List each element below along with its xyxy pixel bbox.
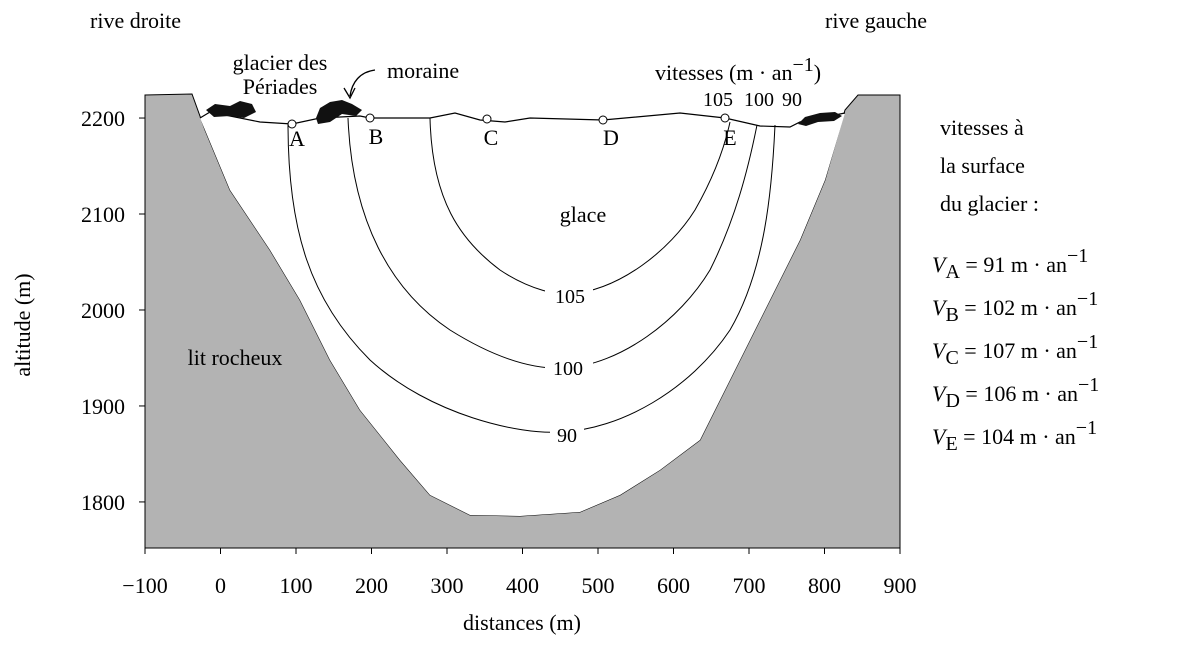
x-tick-label: 900 [884, 573, 917, 598]
x-tick-label: 100 [280, 573, 313, 598]
y-tick-label: 2200 [81, 106, 125, 131]
bank-left: rive droite [90, 8, 181, 33]
x-tick-label: 0 [215, 573, 226, 598]
bedrock-label: lit rocheux [188, 345, 283, 370]
point-label: D [603, 125, 619, 150]
y-tick-label: 2100 [81, 202, 125, 227]
speeds-header-text: vitesses (m · an [655, 60, 792, 85]
glacier-name: glacier des [233, 50, 328, 75]
speed-text: = 106 m · an [960, 381, 1078, 406]
moraine-deposit [206, 101, 256, 118]
speed-text: = 91 m · an [960, 252, 1067, 277]
x-tick-label: 300 [431, 573, 464, 598]
speed-subscript: C [945, 347, 958, 369]
speed-subscript: A [945, 261, 960, 283]
speed-subscript: B [945, 304, 958, 326]
point-label: E [723, 125, 736, 150]
speeds-header-close: ) [814, 60, 821, 85]
x-tick-label: 200 [355, 573, 388, 598]
y-tick-label: 2000 [81, 298, 125, 323]
point-label: B [369, 124, 384, 149]
x-tick-label: 400 [506, 573, 539, 598]
glacier-name: Périades [243, 74, 318, 99]
surface-speeds: VA = 91 m · an−1 VB = 102 m · an−1 VC = 10… [932, 245, 1099, 455]
speed-text: = 107 m · an [959, 338, 1077, 363]
speed-subscript: E [945, 433, 957, 455]
moraine-arrow [344, 70, 375, 98]
x-tick-label: 600 [657, 573, 690, 598]
legend-line: la surface [940, 153, 1025, 178]
x-axis-label: distances (m) [463, 610, 581, 635]
legend-line: vitesses à [940, 115, 1024, 140]
x-tick-label: 700 [733, 573, 766, 598]
diagram: rive droite rive gauche glacier des Péri… [0, 0, 1184, 641]
speed-exponent: −1 [1067, 245, 1088, 267]
moraine-label: moraine [387, 58, 459, 83]
speeds-header-exponent: −1 [792, 54, 813, 76]
point-label: C [484, 125, 499, 150]
contour-label: 105 [555, 286, 585, 308]
y-axis-label: altitude (m) [10, 273, 35, 376]
bank-right: rive gauche [825, 8, 927, 33]
speed-formula: VC = 107 m · an−1 [932, 331, 1098, 369]
contour-label: 90 [557, 425, 577, 447]
speed-exponent: −1 [1077, 288, 1098, 310]
speed-formula: VA = 91 m · an−1 [932, 245, 1088, 283]
speed-formula: VB = 102 m · an−1 [932, 288, 1098, 326]
speed-formula: VD = 106 m · an−1 [932, 374, 1099, 412]
y-tick-label: 1900 [81, 394, 125, 419]
speed-exponent: −1 [1076, 417, 1097, 439]
speed-text: = 104 m · an [958, 424, 1076, 449]
y-tick-label: 1800 [81, 490, 125, 515]
top-contour-label: 90 [782, 89, 802, 111]
legend-line: du glacier : [940, 191, 1039, 216]
point-marker [599, 116, 607, 124]
point-marker [366, 114, 374, 122]
point-marker [721, 114, 729, 122]
contour-label: 100 [553, 358, 583, 380]
top-contour-label: 100 [744, 89, 774, 111]
speed-subscript: D [945, 390, 959, 412]
speed-exponent: −1 [1078, 374, 1099, 396]
ice-label: glace [560, 202, 606, 227]
top-contour-label: 105 [703, 89, 733, 111]
x-tick-label: 500 [582, 573, 615, 598]
point-marker [483, 115, 491, 123]
speeds-header: vitesses (m · an−1) [655, 54, 821, 85]
x-tick-label: −100 [122, 573, 167, 598]
speed-text: = 102 m · an [959, 295, 1077, 320]
x-tick-label: 800 [808, 573, 841, 598]
speed-formula: VE = 104 m · an−1 [932, 417, 1097, 455]
speed-exponent: −1 [1077, 331, 1098, 353]
point-label: A [289, 126, 305, 151]
